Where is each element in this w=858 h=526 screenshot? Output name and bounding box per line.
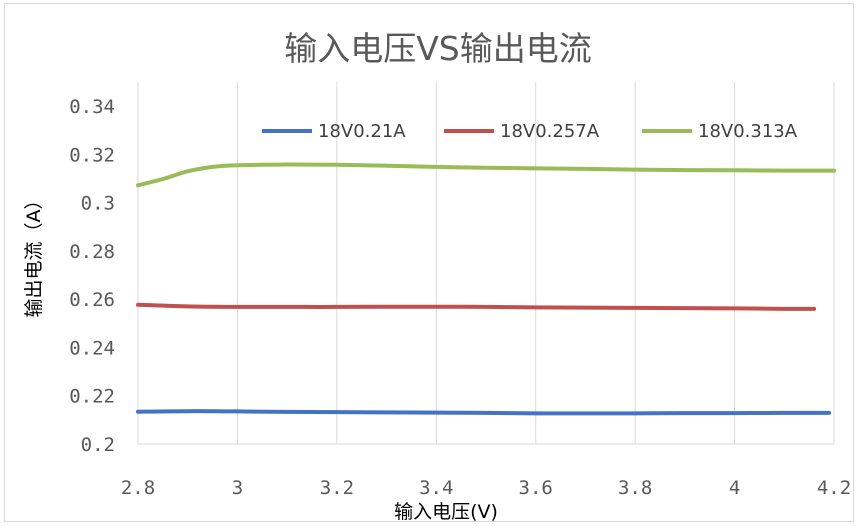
x-tick-label: 3.4 (419, 477, 453, 499)
series-lines (136, 162, 836, 416)
chart-frame (4, 3, 854, 522)
series-line (136, 302, 817, 311)
y-tick-label: 0.24 (69, 337, 115, 359)
legend-label: 18V0.21A (318, 121, 406, 142)
legend-label: 18V0.257A (500, 121, 600, 142)
legend: 18V0.21A 18V0.257A 18V0.313A (262, 121, 798, 142)
y-axis-ticks: 0.2 0.22 0.24 0.26 0.28 0.3 0.32 0.34 (69, 96, 115, 456)
x-tick-label: 3 (232, 477, 243, 499)
x-tick-label: 4 (729, 477, 740, 499)
gridlines (137, 82, 835, 445)
y-axis-label: 输出电流（A） (23, 191, 45, 318)
y-tick-label: 0.26 (69, 289, 115, 311)
x-axis-ticks: 2.8 3 3.2 3.4 3.6 3.8 4 4.2 (121, 477, 851, 499)
y-tick-label: 0.22 (69, 386, 115, 408)
y-tick-label: 0.2 (81, 434, 115, 456)
y-tick-label: 0.34 (69, 96, 115, 118)
y-tick-label: 0.28 (69, 241, 115, 263)
x-tick-label: 3.2 (320, 477, 354, 499)
x-tick-label: 4.2 (817, 477, 851, 499)
y-tick-label: 0.3 (81, 193, 115, 215)
x-tick-label: 2.8 (121, 477, 155, 499)
y-tick-label: 0.32 (69, 144, 115, 166)
series-line (136, 409, 831, 416)
chart-title: 输入电压VS输出电流 (284, 29, 592, 68)
x-axis-label: 输入电压(V) (394, 501, 498, 523)
x-tick-label: 3.8 (618, 477, 652, 499)
x-tick-label: 3.6 (519, 477, 553, 499)
legend-label: 18V0.313A (698, 121, 798, 142)
series-line (136, 162, 836, 188)
